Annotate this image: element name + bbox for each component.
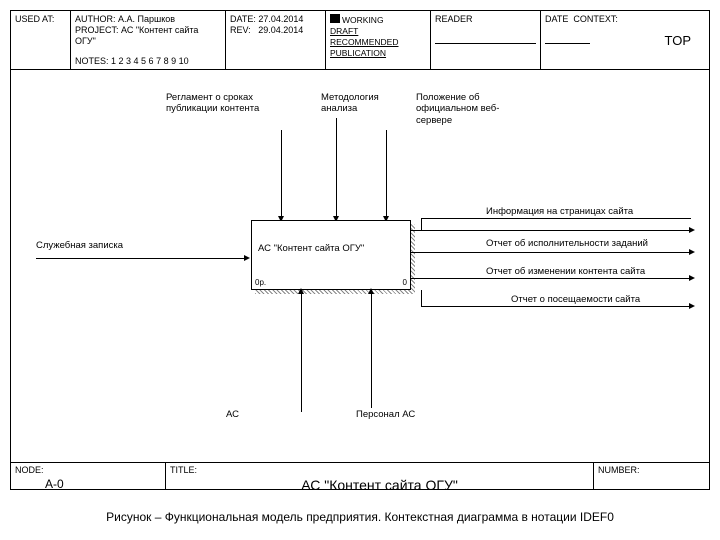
footer-number: NUMBER: [594, 463, 709, 489]
header-row: USED AT: AUTHOR: А.А. Паршков PROJECT: А… [10, 10, 710, 70]
control-label-3: Положение об официальном веб-сервере [416, 92, 516, 126]
input-label-1: Служебная записка [36, 240, 123, 251]
output-label-3: Отчет об изменении контента сайта [486, 266, 645, 277]
diagram-canvas: Регламент о сроках публикации контента М… [10, 70, 710, 465]
mechanism-arrow-2 [371, 292, 372, 412]
mechanism-arrow-1 [301, 292, 302, 412]
mechanism-label-1: АС [201, 408, 264, 421]
footer-row: NODE: A-0 TITLE: АС "Контент сайта ОГУ" … [10, 462, 710, 490]
footer-node: NODE: A-0 [11, 463, 166, 489]
control-arrow-1 [281, 130, 282, 218]
mechanism-label-2: Персонал АС [331, 408, 440, 421]
output-arrow-2 [411, 252, 691, 253]
output-arrowhead-4 [689, 303, 695, 309]
output-label-2: Отчет об исполнительности заданий [486, 238, 648, 249]
output-branch-1 [421, 218, 691, 219]
input-arrowhead-1 [244, 255, 250, 261]
mechanism-arrowhead-1 [298, 288, 304, 294]
control-arrow-2 [336, 118, 337, 218]
output-arrowhead-1 [689, 227, 695, 233]
header-reader: READER [431, 11, 541, 69]
control-label-2: Методология анализа [321, 92, 401, 115]
mechanism-arrowhead-2 [368, 288, 374, 294]
input-arrow-1 [36, 258, 246, 259]
output-arrow-4 [421, 306, 691, 307]
output-arrowhead-3 [689, 275, 695, 281]
header-status: WORKING DRAFT RECOMMENDED PUBLICATION [326, 11, 431, 69]
output-drop-4 [421, 290, 422, 306]
header-context: DATE CONTEXT: TOP [541, 11, 709, 69]
output-riser-1 [421, 218, 422, 230]
control-arrow-3 [386, 130, 387, 218]
header-author-project: AUTHOR: А.А. Паршков PROJECT: АС "Контен… [71, 11, 226, 69]
top-label: TOP [665, 33, 692, 49]
output-arrow-1 [411, 230, 691, 231]
idef0-diagram: USED AT: AUTHOR: А.А. Паршков PROJECT: А… [10, 10, 710, 530]
control-label-1: Регламент о сроках публикации контента [166, 92, 276, 115]
figure-caption: Рисунок – Функциональная модель предприя… [10, 510, 710, 524]
output-arrow-3 [411, 278, 691, 279]
header-dates: DATE: 27.04.2014 REV: 29.04.2014 [226, 11, 326, 69]
header-usedat: USED AT: [11, 11, 71, 69]
footer-title: TITLE: АС "Контент сайта ОГУ" [166, 463, 594, 489]
activity-box: АС "Контент сайта ОГУ" 0р. 0 [251, 220, 411, 290]
output-label-4: Отчет о посещаемости сайта [511, 294, 640, 305]
output-label-1: Информация на страницах сайта [486, 206, 633, 217]
output-arrowhead-2 [689, 249, 695, 255]
